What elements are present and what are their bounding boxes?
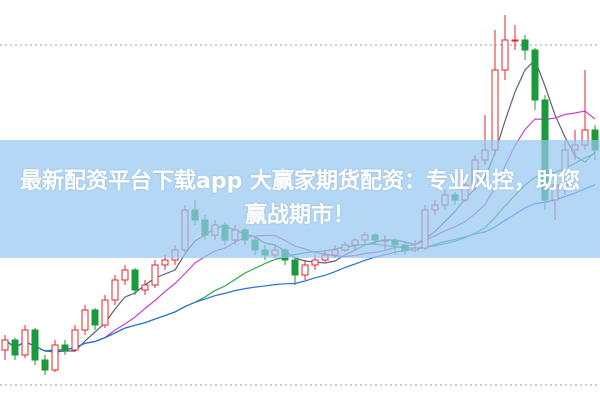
candle-body xyxy=(111,279,119,301)
candle-body xyxy=(511,39,519,42)
candle-body xyxy=(31,329,39,361)
candle-body xyxy=(1,339,9,351)
title-banner: 最新配资平台下载app 大赢家期货配资：专业风控，助您赢战期市！ xyxy=(0,140,600,258)
candle-body xyxy=(161,259,169,266)
candle-body xyxy=(71,329,79,351)
candle-body xyxy=(501,39,509,71)
candle-body xyxy=(311,259,319,266)
candle-body xyxy=(91,309,99,326)
candle-body xyxy=(51,344,59,371)
candle-body xyxy=(131,269,139,291)
candle-body xyxy=(151,264,159,286)
candle-body xyxy=(291,259,299,276)
candle-body xyxy=(491,69,499,151)
candle-body xyxy=(101,299,109,326)
candle-body xyxy=(61,344,69,351)
candle-body xyxy=(41,359,49,371)
banner-title: 最新配资平台下载app 大赢家期货配资：专业风控，助您赢战期市！ xyxy=(19,169,580,228)
candle-body xyxy=(301,264,309,276)
candle-body xyxy=(521,39,529,51)
candle-body xyxy=(121,269,129,281)
candle-body xyxy=(531,49,539,101)
candle-body xyxy=(141,284,149,291)
candle-body xyxy=(11,339,19,356)
candle-body xyxy=(81,309,89,331)
candle-body xyxy=(21,329,29,356)
